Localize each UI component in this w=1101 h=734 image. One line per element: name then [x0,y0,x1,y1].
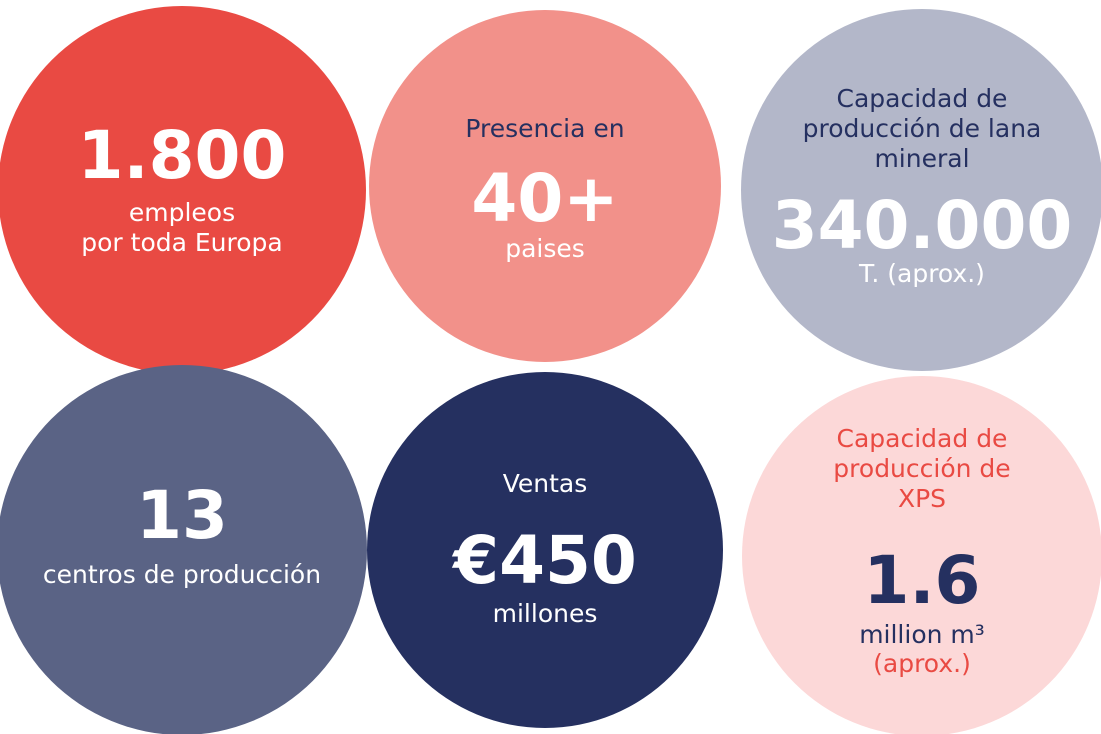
stat-circle [742,376,1101,734]
stat-value: 1.800 [78,117,287,194]
stat-heading: producción de lana [803,114,1042,143]
stat-caption: millones [493,599,598,628]
stat-circle [0,6,366,374]
stat-circle [367,372,723,728]
stat-caption: paises [505,234,585,263]
stat-heading: Presencia en [465,114,624,143]
stat-value: 1.6 [864,542,981,619]
stat-circle [741,9,1101,371]
stat-caption: million m³ [859,620,985,649]
stat-circle [369,10,721,362]
stat-value: 40+ [471,160,618,237]
stat-value: 340.000 [772,187,1073,264]
stat-caption: empleos [129,198,235,227]
stat-caption: por toda Europa [81,228,282,257]
stat-caption: (aprox.) [873,649,971,678]
stat-circle [0,365,367,734]
stat-value: €450 [451,522,637,599]
stat-heading: mineral [874,144,969,173]
stat-heading: Capacidad de [837,424,1008,453]
stat-heading: producción de [833,454,1010,483]
stat-heading: XPS [898,484,946,513]
stat-heading: Capacidad de [837,84,1008,113]
stat-caption: centros de producción [43,560,321,589]
stat-value: 13 [136,477,228,554]
stat-heading: Ventas [503,469,588,498]
stat-caption: T. (aprox.) [858,259,985,288]
